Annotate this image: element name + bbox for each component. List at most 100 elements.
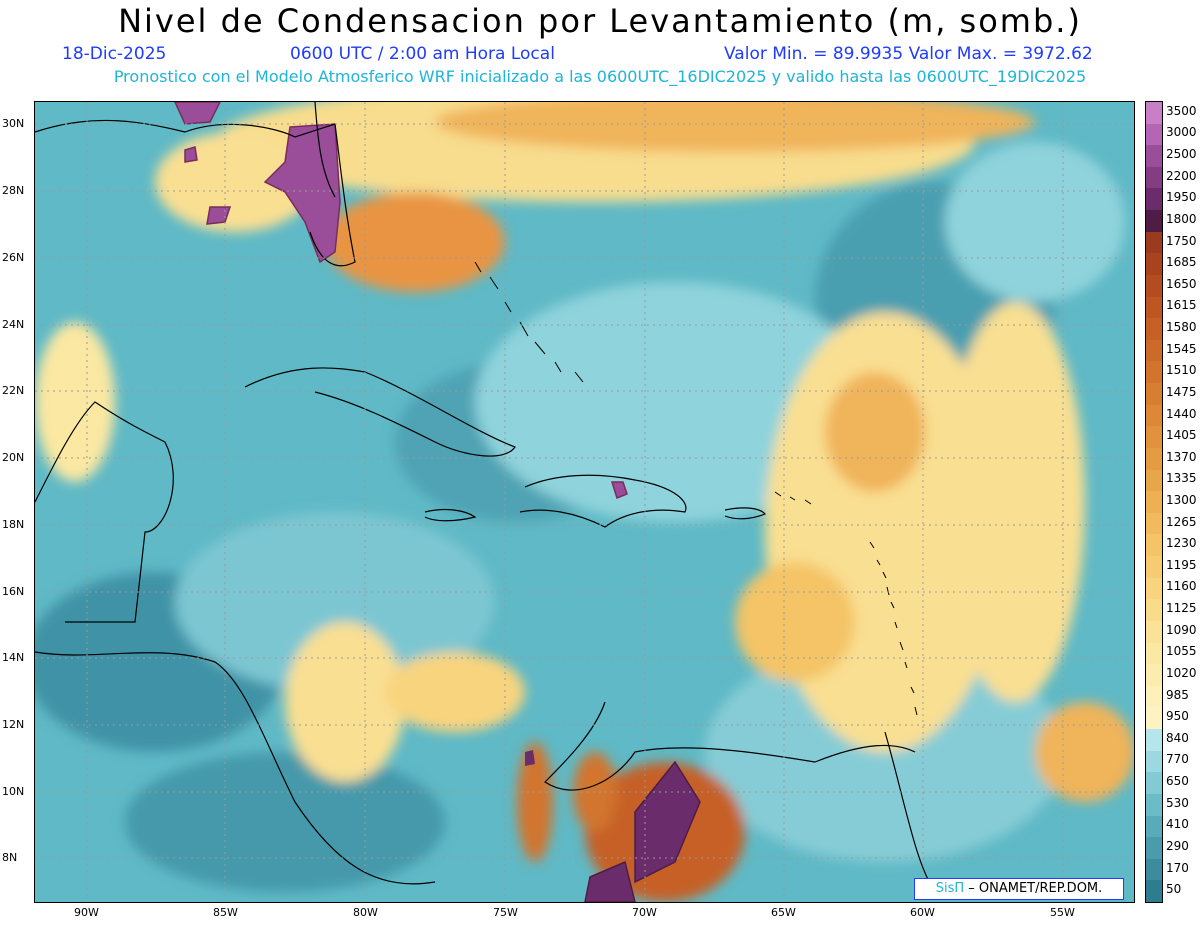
lon-label-55w: 55W <box>1050 906 1075 919</box>
lon-label-75w: 75W <box>493 906 518 919</box>
credit-box: SisΠ – ONAMET/REP.DOM. <box>914 878 1124 900</box>
colorbar-segment <box>1146 123 1162 146</box>
colorbar-label: 840 <box>1166 730 1189 745</box>
colorbar-segment <box>1146 274 1162 298</box>
colorbar-label: 3500 <box>1166 103 1197 118</box>
forecast-info: Pronostico con el Modelo Atmosferico WRF… <box>113 67 1087 86</box>
colorbar-label: 1055 <box>1166 644 1197 659</box>
map-title: Nivel de Condensacion por Levantamiento … <box>118 2 1082 40</box>
colorbar-label: 985 <box>1166 687 1189 702</box>
colorbar-segment <box>1146 534 1162 557</box>
credit-org: – ONAMET/REP.DOM. <box>964 881 1103 896</box>
colorbar-label: 770 <box>1166 752 1189 767</box>
valid-time: 0600 UTC / 2:00 am Hora Local <box>290 44 555 64</box>
colorbar-segment <box>1146 166 1162 189</box>
colorbar-label: 1510 <box>1166 363 1197 378</box>
colorbar-label: 530 <box>1166 795 1189 810</box>
colorbar-label: 1580 <box>1166 320 1197 335</box>
colorbar-segment <box>1146 556 1162 579</box>
colorbar-label: 1370 <box>1166 449 1197 464</box>
lat-label-12n: 12N <box>2 718 25 731</box>
colorbar-segment <box>1146 404 1162 427</box>
lat-label-30n: 30N <box>2 117 25 130</box>
colorbar-segment <box>1146 426 1162 449</box>
colorbar-label: 1160 <box>1166 579 1197 594</box>
colorbar-label: 1125 <box>1166 601 1197 616</box>
colorbar-label: 2500 <box>1166 147 1197 162</box>
colorbar-segment <box>1146 772 1162 795</box>
colorbar-segment <box>1146 793 1162 816</box>
colorbar-segment <box>1146 599 1162 622</box>
colorbar-segment <box>1146 383 1162 406</box>
colorbar-label: 1265 <box>1166 514 1197 529</box>
lat-label-28n: 28N <box>2 184 25 197</box>
colorbar-label: 1750 <box>1166 233 1197 248</box>
colorbar-segment <box>1146 296 1162 319</box>
colorbar-segment <box>1146 188 1162 211</box>
lat-label-22n: 22N <box>2 384 25 397</box>
colorbar-segment <box>1146 685 1162 708</box>
lon-label-60w: 60W <box>910 906 935 919</box>
colorbar-label: 170 <box>1166 860 1189 875</box>
lat-label-14n: 14N <box>2 651 25 664</box>
colorbar-segment <box>1146 707 1162 730</box>
colorbar-segment <box>1146 880 1162 903</box>
colorbar-label: 1195 <box>1166 557 1197 572</box>
colorbar-segment <box>1146 339 1162 362</box>
colorbar-segment <box>1146 620 1162 644</box>
lon-label-65w: 65W <box>771 906 796 919</box>
colorbar-label: 950 <box>1166 709 1189 724</box>
colorbar-segment <box>1146 491 1162 514</box>
colorbar-segment <box>1146 447 1162 471</box>
min-max-values: Valor Min. = 89.9935 Valor Max. = 3972.6… <box>724 44 1093 64</box>
colorbar <box>1145 101 1163 903</box>
colorbar-segment <box>1146 729 1162 752</box>
colorbar-label: 1405 <box>1166 428 1197 443</box>
colorbar-label: 3000 <box>1166 125 1197 140</box>
colorbar-label: 290 <box>1166 838 1189 853</box>
colorbar-segment <box>1146 145 1162 168</box>
colorbar-label: 1440 <box>1166 406 1197 421</box>
lat-label-26n: 26N <box>2 251 25 264</box>
colorbar-label: 410 <box>1166 817 1189 832</box>
colorbar-label: 2200 <box>1166 168 1197 183</box>
colorbar-segment <box>1146 253 1162 276</box>
colorbar-label: 1300 <box>1166 493 1197 507</box>
valid-date: 18-Dic-2025 <box>62 44 167 64</box>
colorbar-segment <box>1146 664 1162 687</box>
lat-label-18n: 18N <box>2 518 25 531</box>
lat-label-20n: 20N <box>2 451 25 464</box>
lat-label-8n: 8N <box>2 851 18 864</box>
colorbar-segment <box>1146 642 1162 665</box>
colorbar-label: 1545 <box>1166 341 1197 356</box>
lon-label-70w: 70W <box>632 906 657 919</box>
colorbar-segment <box>1146 858 1162 881</box>
colorbar-label: 1020 <box>1166 665 1197 680</box>
colorbar-segment <box>1146 837 1162 860</box>
colorbar-segment <box>1146 815 1162 838</box>
colorbar-segment <box>1146 469 1162 492</box>
lat-label-24n: 24N <box>2 318 25 331</box>
colorbar-label: 1650 <box>1166 276 1197 291</box>
colorbar-label: 1090 <box>1166 622 1197 637</box>
lon-label-90w: 90W <box>74 906 99 919</box>
map-area <box>34 101 1135 903</box>
colorbar-label: 50 <box>1166 882 1182 897</box>
lcl-field-map <box>35 102 1134 902</box>
colorbar-label: 1230 <box>1166 536 1197 551</box>
colorbar-label: 1335 <box>1166 471 1197 486</box>
colorbar-label: 1950 <box>1166 190 1197 205</box>
lat-label-16n: 16N <box>2 585 25 598</box>
colorbar-label: 1800 <box>1166 211 1197 226</box>
colorbar-label: 1615 <box>1166 298 1197 313</box>
colorbar-segment <box>1146 210 1162 233</box>
lon-label-85w: 85W <box>213 906 238 919</box>
lon-label-80w: 80W <box>353 906 378 919</box>
colorbar-segment <box>1146 512 1162 535</box>
colorbar-segment <box>1146 318 1162 341</box>
colorbar-segment <box>1146 750 1162 773</box>
colorbar-segment <box>1146 361 1162 384</box>
colorbar-segment <box>1146 102 1162 125</box>
colorbar-segment <box>1146 577 1162 600</box>
colorbar-segment <box>1146 231 1162 254</box>
